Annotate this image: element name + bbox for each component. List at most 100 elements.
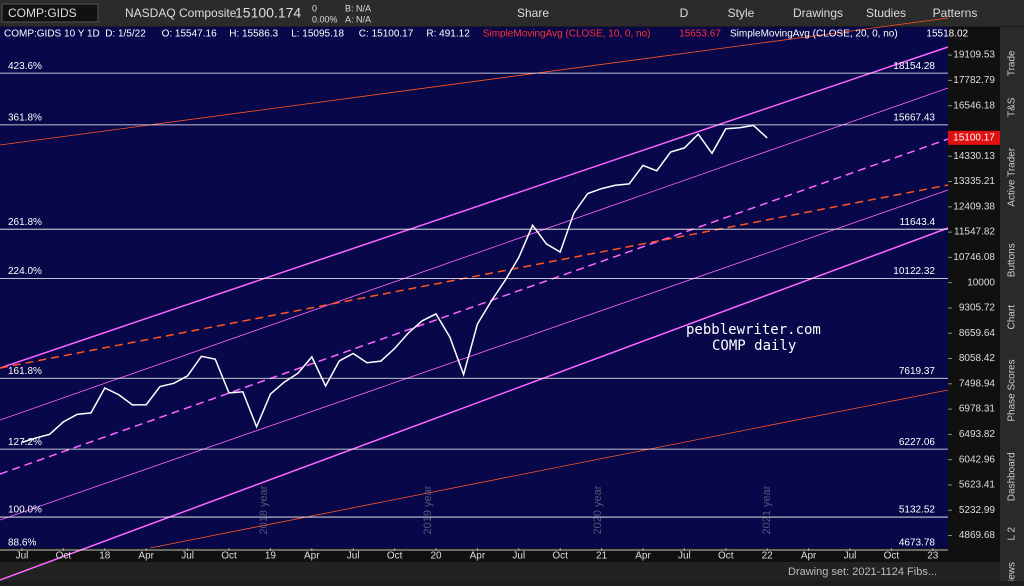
- side-tab[interactable]: L 2: [1007, 527, 1018, 541]
- fib-label: 127.2%: [8, 437, 42, 448]
- toolbar-button[interactable]: Patterns: [933, 6, 978, 20]
- y-tick-label: 8058.42: [959, 353, 996, 364]
- fib-value: 18154.28: [893, 61, 935, 72]
- header-field: L: 15095.18: [291, 29, 344, 40]
- last-price-box: [948, 130, 1000, 145]
- watermark: 2020 year: [592, 485, 604, 534]
- fib-label: 88.6%: [8, 538, 36, 549]
- y-tick-label: 8659.64: [959, 328, 996, 339]
- x-tick-label: Oct: [718, 551, 734, 562]
- annotation: COMP daily: [712, 338, 796, 354]
- x-tick-label: 23: [927, 551, 939, 562]
- side-tab[interactable]: Chart: [1007, 305, 1018, 330]
- y-tick-label: 13335.21: [953, 176, 995, 187]
- toolbar-button[interactable]: Studies: [866, 6, 906, 20]
- y-tick-label: 6042.96: [959, 454, 996, 465]
- y-tick-label: 5232.99: [959, 505, 996, 516]
- x-tick-label: Jul: [512, 551, 525, 562]
- ask: A: N/A: [345, 14, 371, 24]
- y-tick-label: 5623.41: [959, 480, 996, 491]
- fib-label: 423.6%: [8, 61, 42, 72]
- header-field: 15653.67: [679, 29, 721, 40]
- header-field: C: 15100.17: [359, 29, 414, 40]
- side-tab[interactable]: Dashboard: [1007, 452, 1018, 501]
- x-tick-label: Apr: [635, 551, 651, 562]
- fib-label: 224.0%: [8, 266, 42, 277]
- header-field: COMP:GIDS 10 Y 1D: [4, 29, 100, 40]
- toolbar-button[interactable]: Style: [728, 6, 755, 20]
- y-tick-label: 9305.72: [959, 303, 996, 314]
- header-field: O: 15547.16: [162, 29, 217, 40]
- side-tab[interactable]: Buttons: [1007, 243, 1018, 277]
- x-tick-label: Oct: [552, 551, 568, 562]
- status-bar: [0, 562, 1000, 581]
- toolbar-button[interactable]: Drawings: [793, 6, 843, 20]
- y-tick-label: 10746.08: [953, 252, 995, 263]
- channel-lines: [0, 46, 949, 581]
- x-tick-label: Jul: [844, 551, 857, 562]
- fib-label: 361.8%: [8, 113, 42, 124]
- fib-value: 4673.78: [899, 538, 936, 549]
- last-price-label: 15100.17: [953, 132, 995, 143]
- y-tick-label: 14330.13: [953, 151, 995, 162]
- instrument-name: NASDAQ Composite: [125, 6, 237, 20]
- x-tick-label: Apr: [138, 551, 154, 562]
- toolbar-button[interactable]: D: [680, 6, 689, 20]
- chart-area: [0, 27, 948, 548]
- fib-value: 15667.43: [893, 113, 935, 124]
- fib-label: 261.8%: [8, 217, 42, 228]
- side-tabs: [1000, 27, 1024, 581]
- y-tick-label: 6493.82: [959, 429, 996, 440]
- y-tick-label: 10000: [967, 277, 995, 288]
- x-tick-label: Apr: [470, 551, 486, 562]
- x-tick-label: Jul: [678, 551, 691, 562]
- x-tick-label: 21: [596, 551, 608, 562]
- x-tick-label: 18: [99, 551, 111, 562]
- side-tab[interactable]: Active Trader: [1007, 147, 1018, 207]
- y-tick-label: 6978.31: [959, 404, 996, 415]
- watermark: 2018 year: [258, 485, 270, 534]
- side-tab[interactable]: T&S: [1007, 97, 1018, 117]
- toolbar-button[interactable]: Share: [517, 6, 549, 20]
- fib-label: 100.0%: [8, 505, 42, 516]
- header-field: R: 491.12: [426, 29, 470, 40]
- x-tick-label: 22: [762, 551, 774, 562]
- last-price: 15100.174: [235, 5, 301, 21]
- status-text: Drawing set: 2021-1124 Fibs...: [788, 566, 937, 578]
- change: 0: [312, 3, 317, 13]
- fib-label: 161.8%: [8, 366, 42, 377]
- side-tab[interactable]: Trade: [1007, 50, 1018, 76]
- toolbar: [0, 0, 1024, 26]
- x-tick-label: Oct: [387, 551, 403, 562]
- x-tick-label: Oct: [56, 551, 72, 562]
- fib-value: 7619.37: [899, 366, 936, 377]
- side-tab[interactable]: News: [1007, 562, 1018, 586]
- x-tick-label: Jul: [347, 551, 360, 562]
- header-field: SimpleMovingAvg (CLOSE, 10, 0, no): [483, 29, 651, 40]
- watermark: 2019 year: [422, 485, 434, 534]
- y-tick-label: 11547.82: [954, 227, 995, 238]
- symbol-box[interactable]: [1, 3, 99, 23]
- x-tick-label: 19: [265, 551, 277, 562]
- y-tick-label: 4869.68: [959, 530, 996, 541]
- price-line: [21, 124, 768, 444]
- header-field: H: 15586.3: [229, 29, 278, 40]
- fib-value: 10122.32: [893, 266, 935, 277]
- fib-value: 5132.52: [899, 505, 936, 516]
- x-tick-label: Oct: [884, 551, 900, 562]
- trend-lines: [0, 17, 949, 549]
- x-tick-label: Oct: [221, 551, 237, 562]
- y-tick-label: 7498.94: [959, 378, 996, 389]
- annotation: pebblewriter.com: [686, 322, 821, 338]
- header-field: 15518.02: [926, 29, 968, 40]
- x-tick-label: Jul: [181, 551, 194, 562]
- y-tick-label: 19109.53: [953, 50, 995, 61]
- x-tick-label: Jul: [16, 551, 29, 562]
- side-tab[interactable]: Phase Scores: [1007, 359, 1018, 421]
- watermark: 2021 year: [761, 485, 773, 534]
- change-pct: 0.00%: [312, 14, 338, 24]
- header-field: SimpleMovingAvg (CLOSE, 20, 0, no): [730, 29, 898, 40]
- symbol[interactable]: COMP:GIDS: [8, 6, 77, 20]
